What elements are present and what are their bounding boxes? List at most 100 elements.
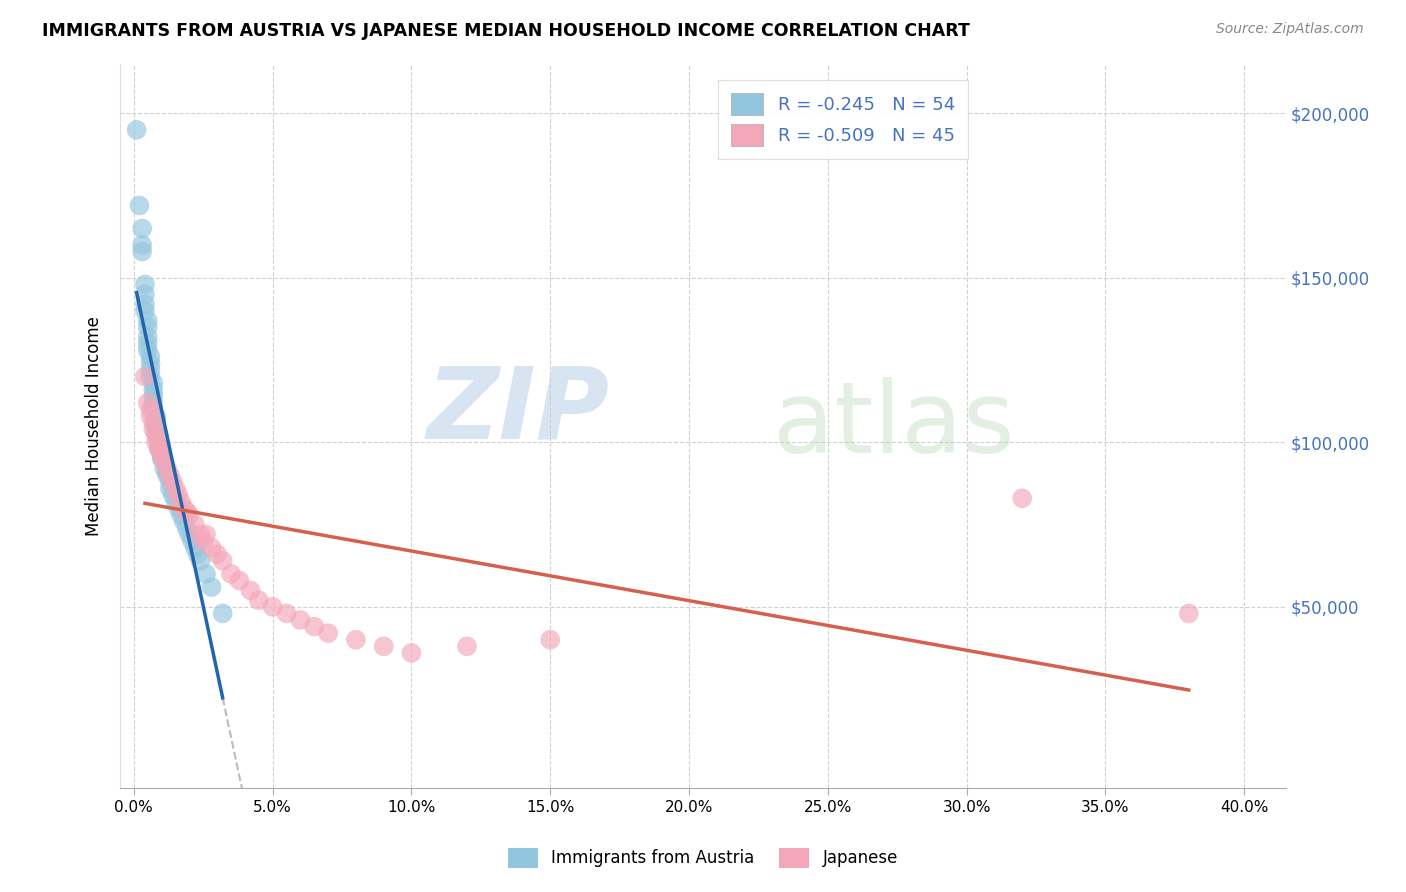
Point <box>142 396 165 410</box>
Point <box>150 449 173 463</box>
Point <box>131 238 153 252</box>
Point <box>145 409 167 423</box>
Legend: R = -0.245   N = 54, R = -0.509   N = 45: R = -0.245 N = 54, R = -0.509 N = 45 <box>718 80 967 159</box>
Point <box>211 554 233 568</box>
Point <box>456 640 478 654</box>
Point <box>139 363 162 377</box>
Point <box>153 461 176 475</box>
Point <box>131 221 153 235</box>
Point <box>190 527 212 541</box>
Point <box>136 343 159 358</box>
Point <box>125 123 148 137</box>
Point <box>139 409 162 423</box>
Point <box>148 439 170 453</box>
Point <box>173 514 195 528</box>
Point <box>134 277 156 292</box>
Point <box>128 198 150 212</box>
Point <box>179 508 201 522</box>
Point <box>247 593 270 607</box>
Point <box>156 468 179 483</box>
Point <box>145 425 167 440</box>
Point <box>148 435 170 450</box>
Point <box>145 429 167 443</box>
Point <box>170 494 193 508</box>
Point <box>290 613 312 627</box>
Point <box>211 607 233 621</box>
Point <box>142 416 165 430</box>
Text: IMMIGRANTS FROM AUSTRIA VS JAPANESE MEDIAN HOUSEHOLD INCOME CORRELATION CHART: IMMIGRANTS FROM AUSTRIA VS JAPANESE MEDI… <box>42 22 970 40</box>
Point <box>1177 607 1199 621</box>
Point <box>136 330 159 344</box>
Point <box>195 527 218 541</box>
Point <box>344 632 367 647</box>
Point <box>136 336 159 351</box>
Point <box>159 475 181 489</box>
Point <box>148 442 170 456</box>
Point <box>401 646 423 660</box>
Point <box>170 508 193 522</box>
Point <box>153 455 176 469</box>
Point <box>538 632 561 647</box>
Point <box>159 468 181 483</box>
Point <box>276 607 298 621</box>
Point <box>139 356 162 370</box>
Point <box>195 566 218 581</box>
Point <box>239 583 262 598</box>
Point <box>156 461 179 475</box>
Point <box>184 517 207 532</box>
Legend: Immigrants from Austria, Japanese: Immigrants from Austria, Japanese <box>501 841 905 875</box>
Point <box>162 475 184 489</box>
Point <box>142 376 165 391</box>
Point <box>165 482 187 496</box>
Point <box>139 402 162 417</box>
Point <box>136 320 159 334</box>
Point <box>176 521 198 535</box>
Point <box>228 574 250 588</box>
Point <box>136 396 159 410</box>
Point <box>145 418 167 433</box>
Point <box>167 501 190 516</box>
Y-axis label: Median Household Income: Median Household Income <box>86 316 103 536</box>
Text: atlas: atlas <box>773 377 1015 475</box>
Point <box>145 435 167 450</box>
Point <box>165 494 187 508</box>
Point <box>134 297 156 311</box>
Point <box>139 369 162 384</box>
Point <box>159 482 181 496</box>
Point <box>142 389 165 403</box>
Point <box>134 303 156 318</box>
Point <box>153 455 176 469</box>
Point <box>131 244 153 259</box>
Point <box>176 504 198 518</box>
Text: Source: ZipAtlas.com: Source: ZipAtlas.com <box>1216 22 1364 37</box>
Text: ZIP: ZIP <box>426 363 610 460</box>
Point <box>148 435 170 450</box>
Point <box>145 412 167 426</box>
Point <box>316 626 339 640</box>
Point <box>156 465 179 479</box>
Point <box>139 350 162 364</box>
Point <box>179 527 201 541</box>
Point <box>150 449 173 463</box>
Point <box>200 580 222 594</box>
Point <box>200 541 222 555</box>
Point <box>142 402 165 417</box>
Point <box>162 488 184 502</box>
Point <box>1011 491 1033 506</box>
Point <box>219 566 242 581</box>
Point <box>148 442 170 456</box>
Point <box>148 429 170 443</box>
Point <box>173 501 195 516</box>
Point <box>190 554 212 568</box>
Point <box>181 534 204 549</box>
Point <box>262 599 284 614</box>
Point <box>134 287 156 301</box>
Point <box>142 422 165 436</box>
Point <box>134 369 156 384</box>
Point <box>304 619 326 633</box>
Point <box>150 445 173 459</box>
Point <box>184 541 207 555</box>
Point <box>136 313 159 327</box>
Point <box>150 451 173 466</box>
Point <box>373 640 395 654</box>
